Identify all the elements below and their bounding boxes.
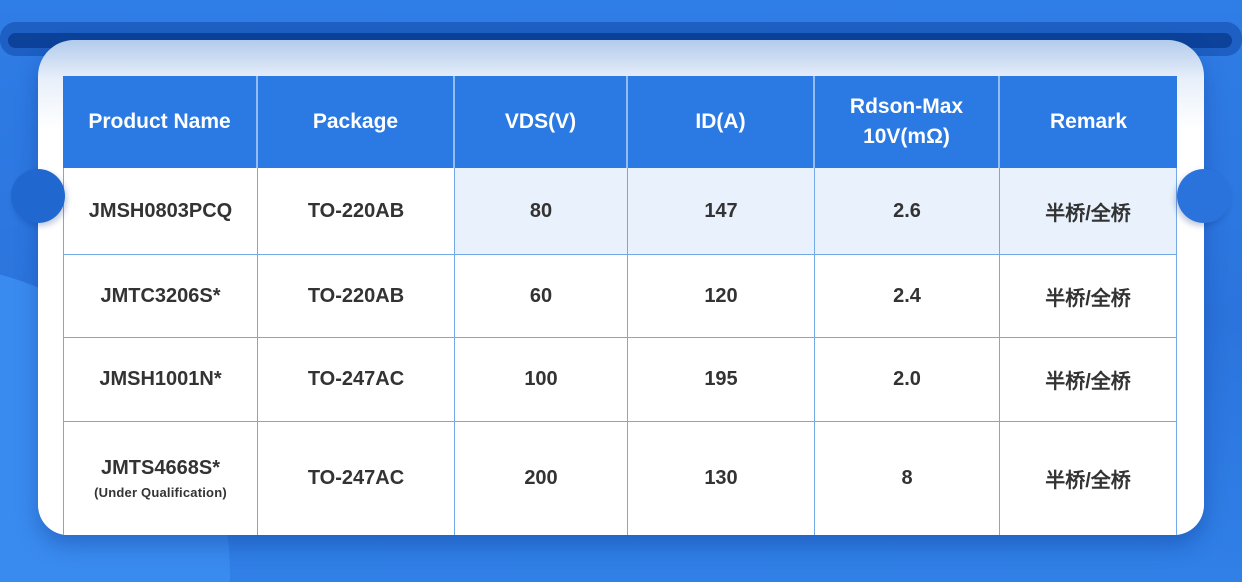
col-header-package: Package bbox=[258, 76, 455, 168]
right-notch-circle bbox=[1177, 169, 1231, 223]
cell-vds: 80 bbox=[455, 168, 628, 255]
header-row: Product Name Package VDS(V) ID(A) Rdson-… bbox=[63, 76, 1177, 168]
cell-product-name: JMSH1001N* bbox=[63, 338, 258, 422]
product-spec-table: Product Name Package VDS(V) ID(A) Rdson-… bbox=[63, 76, 1177, 535]
product-name-text: JMTS4668S* bbox=[101, 457, 220, 479]
cell-rdson: 2.4 bbox=[815, 255, 1000, 338]
cell-rdson: 2.6 bbox=[815, 168, 1000, 255]
left-notch-circle bbox=[11, 169, 65, 223]
cell-remark: 半桥/全桥 bbox=[1000, 422, 1177, 535]
col-header-id: ID(A) bbox=[628, 76, 815, 168]
product-note: (Under Qualification) bbox=[94, 485, 227, 500]
cell-id: 130 bbox=[628, 422, 815, 535]
cell-id: 120 bbox=[628, 255, 815, 338]
cell-package: TO-247AC bbox=[258, 338, 455, 422]
cell-vds: 100 bbox=[455, 338, 628, 422]
cell-product-name: JMSH0803PCQ bbox=[63, 168, 258, 255]
cell-vds: 200 bbox=[455, 422, 628, 535]
cell-product-name: JMTC3206S* bbox=[63, 255, 258, 338]
cell-remark: 半桥/全桥 bbox=[1000, 255, 1177, 338]
cell-rdson: 2.0 bbox=[815, 338, 1000, 422]
table-row: JMTC3206S* TO-220AB 60 120 2.4 半桥/全桥 bbox=[63, 255, 1177, 338]
col-header-product-name: Product Name bbox=[63, 76, 258, 168]
spec-card: Product Name Package VDS(V) ID(A) Rdson-… bbox=[38, 40, 1204, 535]
table-row: JMTS4668S* (Under Qualification) TO-247A… bbox=[63, 422, 1177, 535]
cell-package: TO-220AB bbox=[258, 168, 455, 255]
cell-package: TO-220AB bbox=[258, 255, 455, 338]
cell-package: TO-247AC bbox=[258, 422, 455, 535]
cell-remark: 半桥/全桥 bbox=[1000, 338, 1177, 422]
cell-rdson: 8 bbox=[815, 422, 1000, 535]
col-header-vds: VDS(V) bbox=[455, 76, 628, 168]
col-header-remark: Remark bbox=[1000, 76, 1177, 168]
cell-id: 195 bbox=[628, 338, 815, 422]
col-header-rdson: Rdson-Max 10V(mΩ) bbox=[815, 76, 1000, 168]
cell-remark: 半桥/全桥 bbox=[1000, 168, 1177, 255]
cell-id: 147 bbox=[628, 168, 815, 255]
cell-product-name: JMTS4668S* (Under Qualification) bbox=[63, 422, 258, 535]
table-row: JMSH0803PCQ TO-220AB 80 147 2.6 半桥/全桥 bbox=[63, 168, 1177, 255]
cell-vds: 60 bbox=[455, 255, 628, 338]
table-row: JMSH1001N* TO-247AC 100 195 2.0 半桥/全桥 bbox=[63, 338, 1177, 422]
